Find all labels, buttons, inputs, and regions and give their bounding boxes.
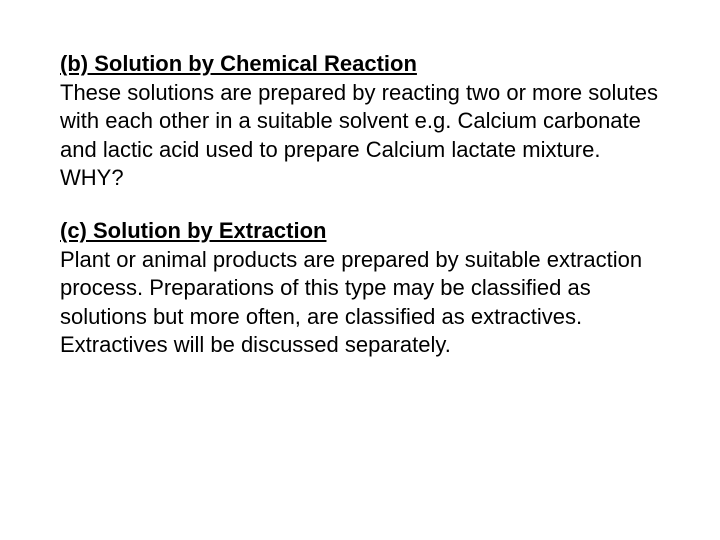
section-b-heading: (b) Solution by Chemical Reaction <box>60 51 417 76</box>
section-b: (b) Solution by Chemical Reaction These … <box>60 50 660 193</box>
section-c-body: Plant or animal products are prepared by… <box>60 247 642 358</box>
section-c: (c) Solution by Extraction Plant or anim… <box>60 217 660 360</box>
section-c-heading: (c) Solution by Extraction <box>60 218 326 243</box>
section-c-content: (c) Solution by Extraction Plant or anim… <box>60 217 660 360</box>
section-b-content: (b) Solution by Chemical Reaction These … <box>60 50 660 193</box>
section-b-body: These solutions are prepared by reacting… <box>60 80 658 191</box>
